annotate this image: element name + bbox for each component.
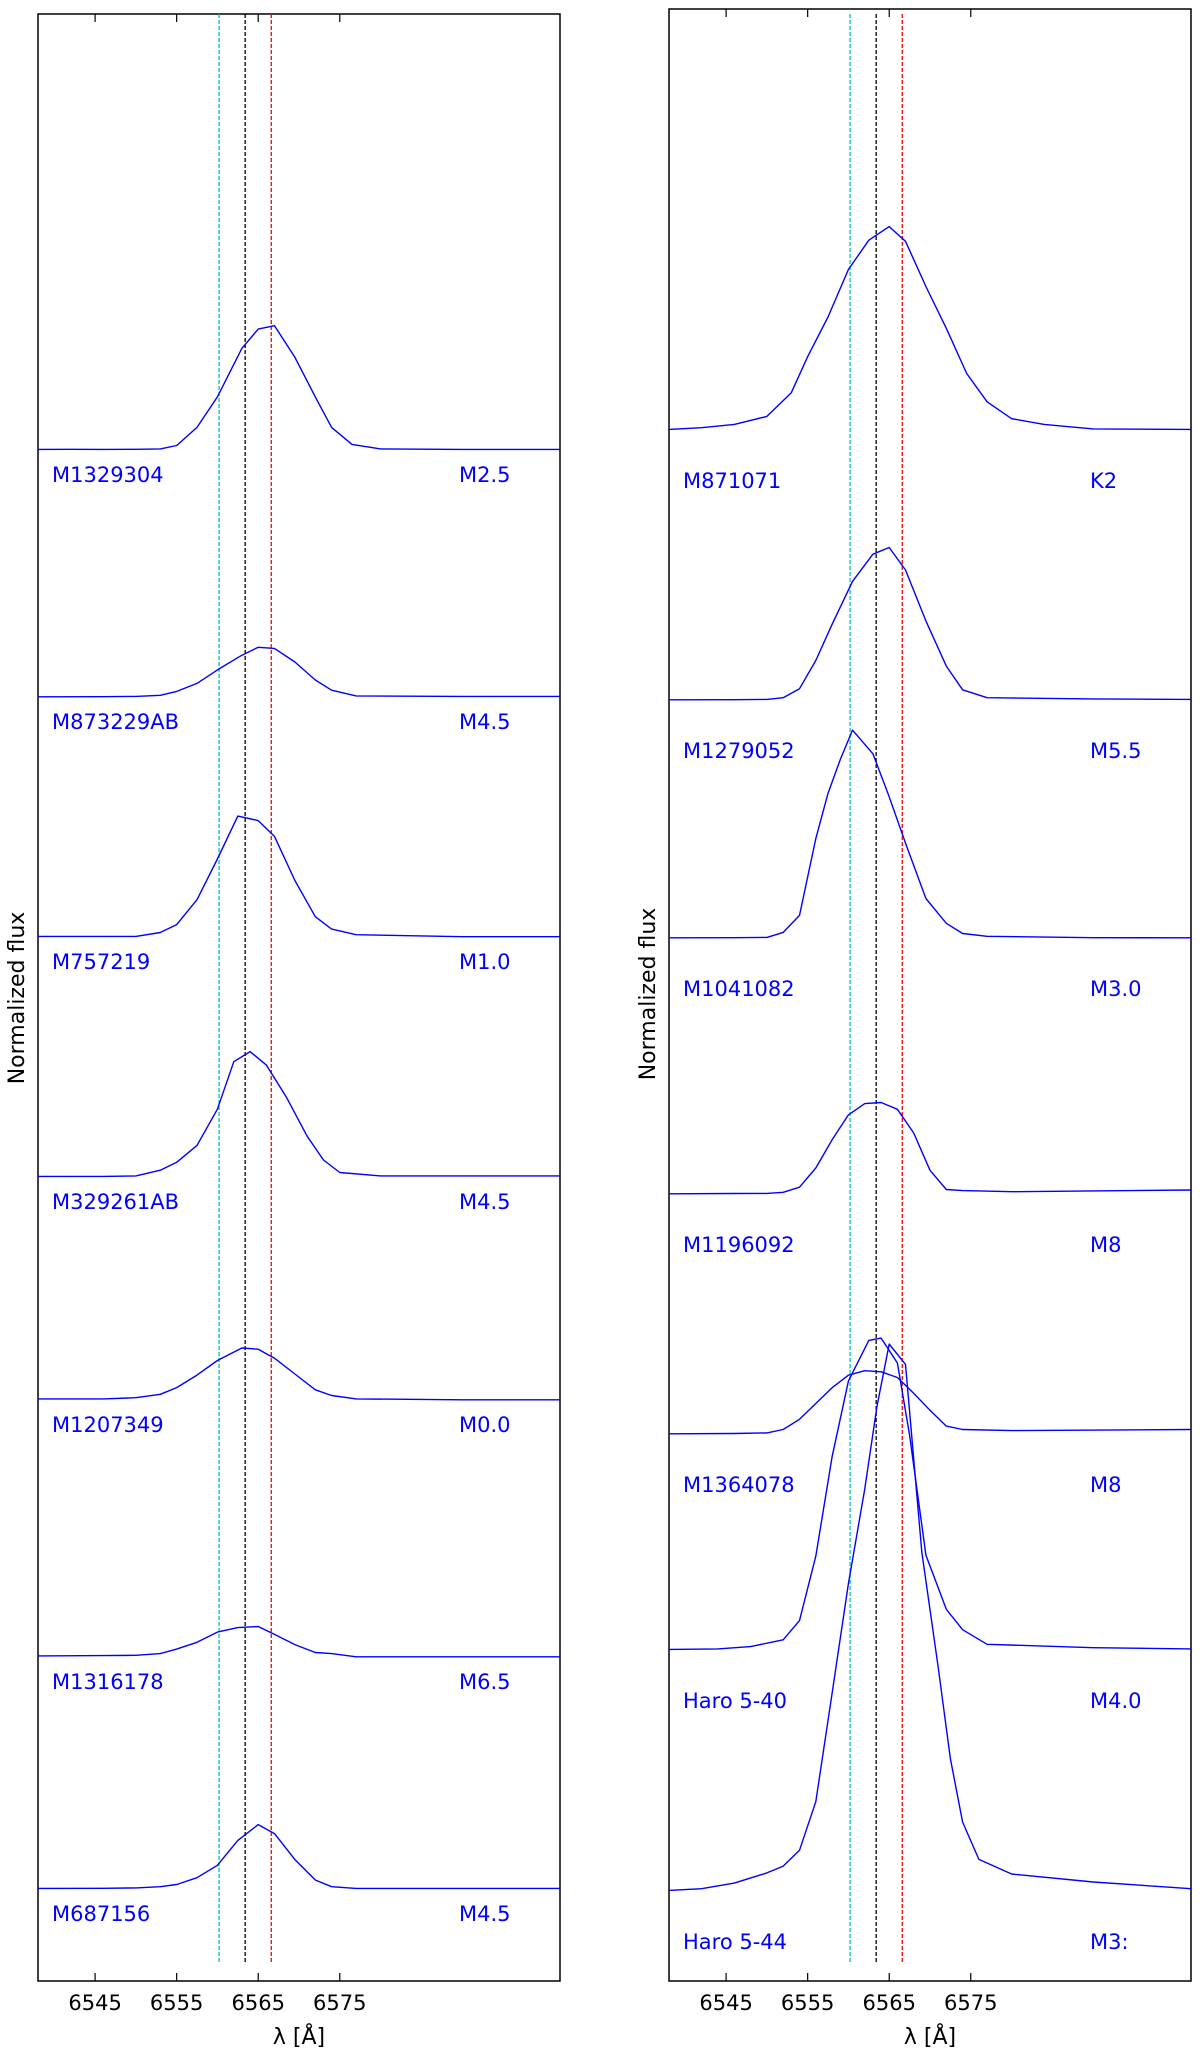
right-spectral-type-7: M3: <box>1090 1930 1129 1954</box>
left-spectral-type-2: M4.5 <box>459 710 511 734</box>
right-y-axis-label: Normalized flux <box>636 908 661 1081</box>
left-spectral-type-3: M1.0 <box>459 950 511 974</box>
right-tick-label-3: 6565 <box>862 1991 915 2015</box>
right-star-name-6: Haro 5-40 <box>683 1689 787 1713</box>
right-spectrum-line-7 <box>668 1343 1192 1892</box>
right-spectrum-line-4 <box>668 1101 1192 1195</box>
left-spectral-type-7: M4.5 <box>459 1902 511 1926</box>
right-spectral-type-3: M3.0 <box>1090 977 1142 1001</box>
right-star-name-3: M1041082 <box>683 977 795 1001</box>
left-spectral-type-4: M4.5 <box>459 1190 511 1214</box>
right-tick-label-2: 6555 <box>781 1991 834 2015</box>
left-star-name-4: M329261AB <box>52 1190 179 1214</box>
right-reference-lines <box>849 14 903 1962</box>
left-star-name-3: M757219 <box>52 950 150 974</box>
left-tick-label-1: 6545 <box>68 1991 121 2015</box>
left-star-name-1: M1329304 <box>52 463 164 487</box>
left-spectrum-line-5 <box>38 1347 560 1401</box>
left-panel: M1329304 M2.5 M873229AB M4.5 M757219 M1.0 M329… <box>5 13 561 2050</box>
left-ticks: 6545 6555 6565 6575 <box>68 14 367 2015</box>
right-plot-frame <box>668 8 1192 1982</box>
right-spectral-type-1: K2 <box>1090 469 1117 493</box>
left-spectrum-line-7 <box>37 1823 560 1890</box>
left-star-name-5: M1207349 <box>52 1413 164 1437</box>
left-star-name-2: M873229AB <box>52 710 179 734</box>
right-star-name-5: M1364078 <box>683 1473 795 1497</box>
left-spectral-type-5: M0.0 <box>459 1413 511 1437</box>
left-spectral-type-1: M2.5 <box>459 463 511 487</box>
right-ticks: 6545 6555 6565 6575 <box>699 9 998 2015</box>
right-tick-label-4: 6575 <box>944 1991 997 2015</box>
left-tick-label-2: 6555 <box>150 1991 203 2015</box>
right-panel: M871071 K2 M1279052 M5.5 M1041082 M3.0 M119609… <box>636 8 1192 2050</box>
left-spectral-type-6: M6.5 <box>459 1670 511 1694</box>
left-spectrum-line-4 <box>38 1050 560 1178</box>
right-star-name-4: M1196092 <box>683 1233 795 1257</box>
right-x-axis-label: λ [Å] <box>904 2023 956 2050</box>
right-tick-label-1: 6545 <box>699 1991 752 2015</box>
left-tick-label-4: 6575 <box>313 1991 366 2015</box>
right-spectrum-line-5 <box>668 1369 1192 1435</box>
right-spectral-type-4: M8 <box>1090 1233 1121 1257</box>
left-tick-label-3: 6565 <box>231 1991 284 2015</box>
left-x-axis-label: λ [Å] <box>273 2023 325 2050</box>
left-spectrum-line-2 <box>37 646 560 698</box>
right-spectral-type-6: M4.0 <box>1090 1689 1142 1713</box>
right-spectrum-line-2 <box>668 546 1192 701</box>
left-spectrum-line-6 <box>37 1625 560 1658</box>
right-spectrum-line-6 <box>668 1337 1192 1651</box>
left-spectrum-line-1 <box>37 325 560 451</box>
right-star-name-2: M1279052 <box>683 739 795 763</box>
right-spectral-type-5: M8 <box>1090 1473 1121 1497</box>
left-spectrum-line-3 <box>38 815 560 938</box>
left-series-group: M1329304 M2.5 M873229AB M4.5 M757219 M1.0 M329… <box>37 325 560 1926</box>
right-star-name-1: M871071 <box>683 469 781 493</box>
right-series-group: M871071 K2 M1279052 M5.5 M1041082 M3.0 M119609… <box>668 225 1192 1954</box>
left-plot-frame <box>37 13 561 1982</box>
right-star-name-7: Haro 5-44 <box>683 1930 787 1954</box>
right-spectral-type-2: M5.5 <box>1090 739 1142 763</box>
right-spectrum-line-1 <box>668 225 1192 431</box>
left-y-axis-label: Normalized flux <box>5 912 30 1085</box>
left-reference-lines <box>218 14 272 1962</box>
left-star-name-6: M1316178 <box>52 1670 164 1694</box>
left-star-name-7: M687156 <box>52 1902 150 1926</box>
right-spectrum-line-3 <box>668 729 1192 939</box>
